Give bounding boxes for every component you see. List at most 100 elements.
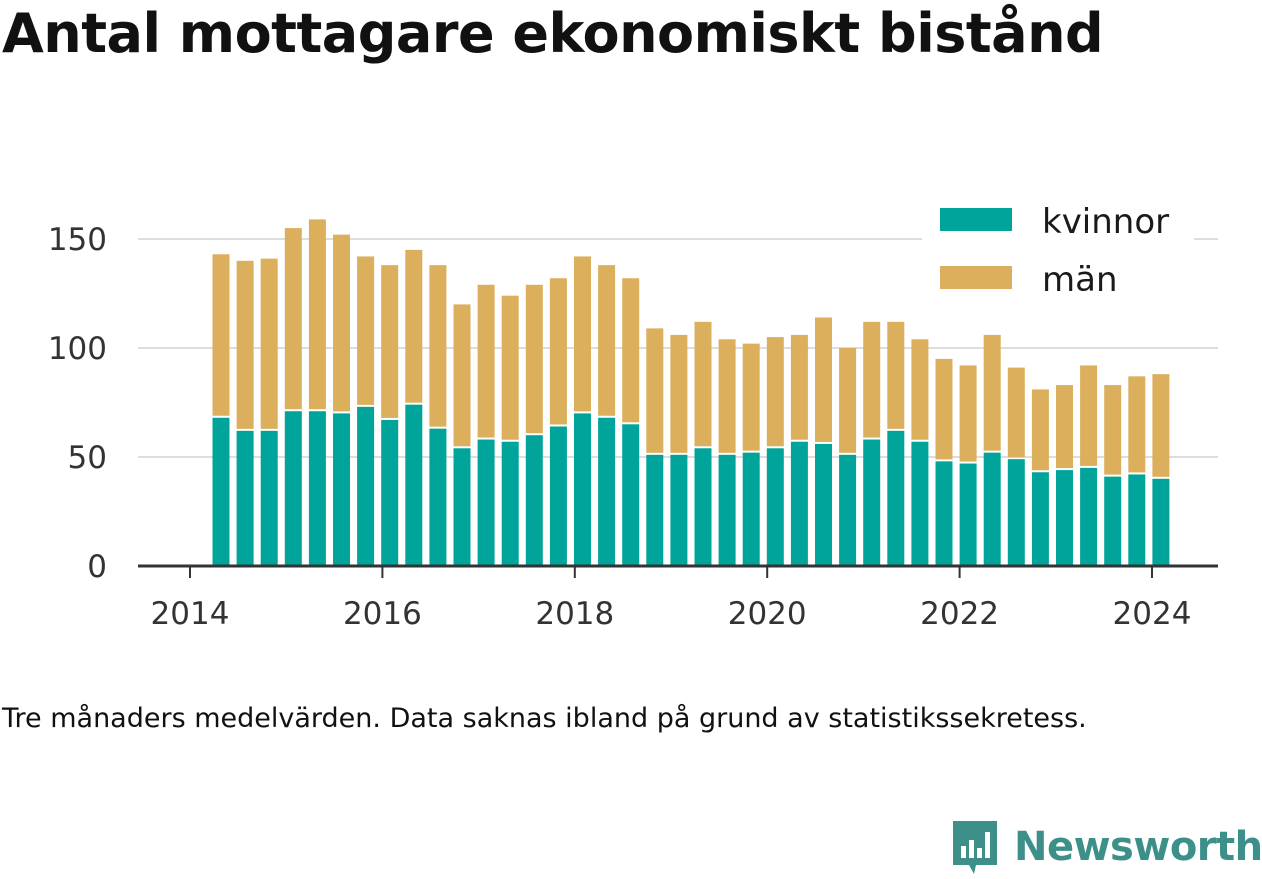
bar-kvinnor [983, 452, 1001, 566]
bar-man [1128, 376, 1146, 473]
bar-man [839, 348, 857, 453]
bar-man [549, 278, 567, 425]
bar-man [308, 219, 326, 410]
bar-man [983, 334, 1001, 451]
bar-man [212, 254, 230, 416]
bar-kvinnor [357, 406, 375, 566]
bar-kvinnor [742, 452, 760, 566]
bar-man [935, 358, 953, 460]
bar-kvinnor [1031, 472, 1049, 566]
bar-man [1031, 389, 1049, 471]
bar-man [236, 260, 254, 429]
bar-kvinnor [1080, 467, 1098, 566]
bar-man [453, 304, 471, 447]
bar-kvinnor [1056, 470, 1073, 566]
bar-man [887, 321, 905, 429]
bar-man [501, 295, 519, 440]
legend-swatch-kvinnor [940, 208, 1012, 231]
bar-kvinnor [887, 430, 905, 566]
bar-man [670, 334, 688, 453]
bar-kvinnor [405, 404, 423, 566]
bar-kvinnor [718, 454, 736, 566]
newsworthy-logo-icon [953, 821, 997, 874]
bars [212, 219, 1170, 566]
bar-kvinnor [646, 454, 664, 566]
bar-kvinnor [863, 439, 881, 566]
bar-kvinnor [1007, 459, 1025, 566]
bar-man [718, 339, 736, 453]
bar-kvinnor [260, 430, 278, 566]
legend: kvinnor män [922, 198, 1194, 306]
x-tick-label-2020: 2020 [728, 596, 807, 632]
bar-man [863, 321, 881, 438]
bar-kvinnor [549, 426, 567, 566]
y-tick-label-0: 0 [87, 549, 107, 585]
bar-kvinnor [308, 411, 326, 566]
bar-kvinnor [839, 454, 857, 566]
bar-man [766, 337, 784, 447]
bar-man [694, 321, 712, 447]
bar-man [260, 258, 278, 429]
bar-man [357, 256, 375, 405]
footnote: Tre månaders medelvärden. Data saknas ib… [2, 703, 1087, 734]
bar-man [574, 256, 591, 412]
bar-kvinnor [911, 441, 929, 566]
bar-man [1007, 367, 1025, 458]
bar-man [405, 249, 423, 403]
bar-kvinnor [1104, 476, 1122, 566]
bar-kvinnor [477, 439, 495, 566]
bar-man [525, 284, 543, 434]
bar-kvinnor [429, 428, 447, 566]
bar-kvinnor [284, 411, 302, 566]
legend-label-män: män [1042, 260, 1118, 300]
bar-man [333, 234, 350, 412]
bar-kvinnor [622, 424, 640, 566]
y-tick-label-100: 100 [48, 331, 107, 367]
bar-man [381, 265, 399, 418]
bar-kvinnor [815, 443, 832, 566]
bar-kvinnor [1128, 474, 1146, 566]
bar-man [598, 265, 616, 416]
bar-kvinnor [574, 413, 591, 566]
bar-kvinnor [766, 448, 784, 566]
bar-man [1056, 385, 1073, 469]
bar-man [477, 284, 495, 438]
x-tick-label-2014: 2014 [151, 596, 230, 632]
chart-title: Antal mottagare ekonomiskt bistånd [2, 2, 1104, 65]
bar-man [429, 265, 447, 427]
bar-man [622, 278, 640, 423]
brand[interactable]: Newsworthy [950, 818, 1262, 876]
bar-kvinnor [333, 413, 350, 566]
y-tick-label-150: 150 [48, 222, 107, 258]
bar-man [959, 365, 977, 462]
bar-kvinnor [935, 461, 953, 566]
bar-man [1152, 374, 1170, 477]
bar-kvinnor [959, 463, 977, 566]
bar-man [815, 317, 832, 442]
bar-kvinnor [790, 441, 808, 566]
bar-kvinnor [694, 448, 712, 566]
bar-kvinnor [381, 419, 399, 566]
bar-kvinnor [212, 417, 230, 566]
x-tick-label-2022: 2022 [920, 596, 999, 632]
brand-name: Newsworthy [1014, 824, 1262, 870]
bar-man [284, 228, 302, 410]
bar-kvinnor [670, 454, 688, 566]
bar-man [790, 334, 808, 440]
y-tick-label-50: 50 [68, 440, 107, 476]
bar-man [1104, 385, 1122, 475]
bar-man [742, 343, 760, 451]
axes: 0 50 100 150 2014 2016 2018 2020 2022 2024 [48, 222, 1218, 632]
bar-kvinnor [236, 430, 254, 566]
bar-kvinnor [453, 448, 471, 566]
legend-swatch-män [940, 266, 1012, 289]
bar-kvinnor [598, 417, 616, 566]
legend-label-kvinnor: kvinnor [1042, 202, 1169, 242]
bar-kvinnor [501, 441, 519, 566]
x-tick-label-2018: 2018 [535, 596, 614, 632]
bar-man [1080, 365, 1098, 466]
x-tick-label-2024: 2024 [1113, 596, 1192, 632]
bar-man [646, 328, 664, 453]
x-tick-label-2016: 2016 [343, 596, 422, 632]
